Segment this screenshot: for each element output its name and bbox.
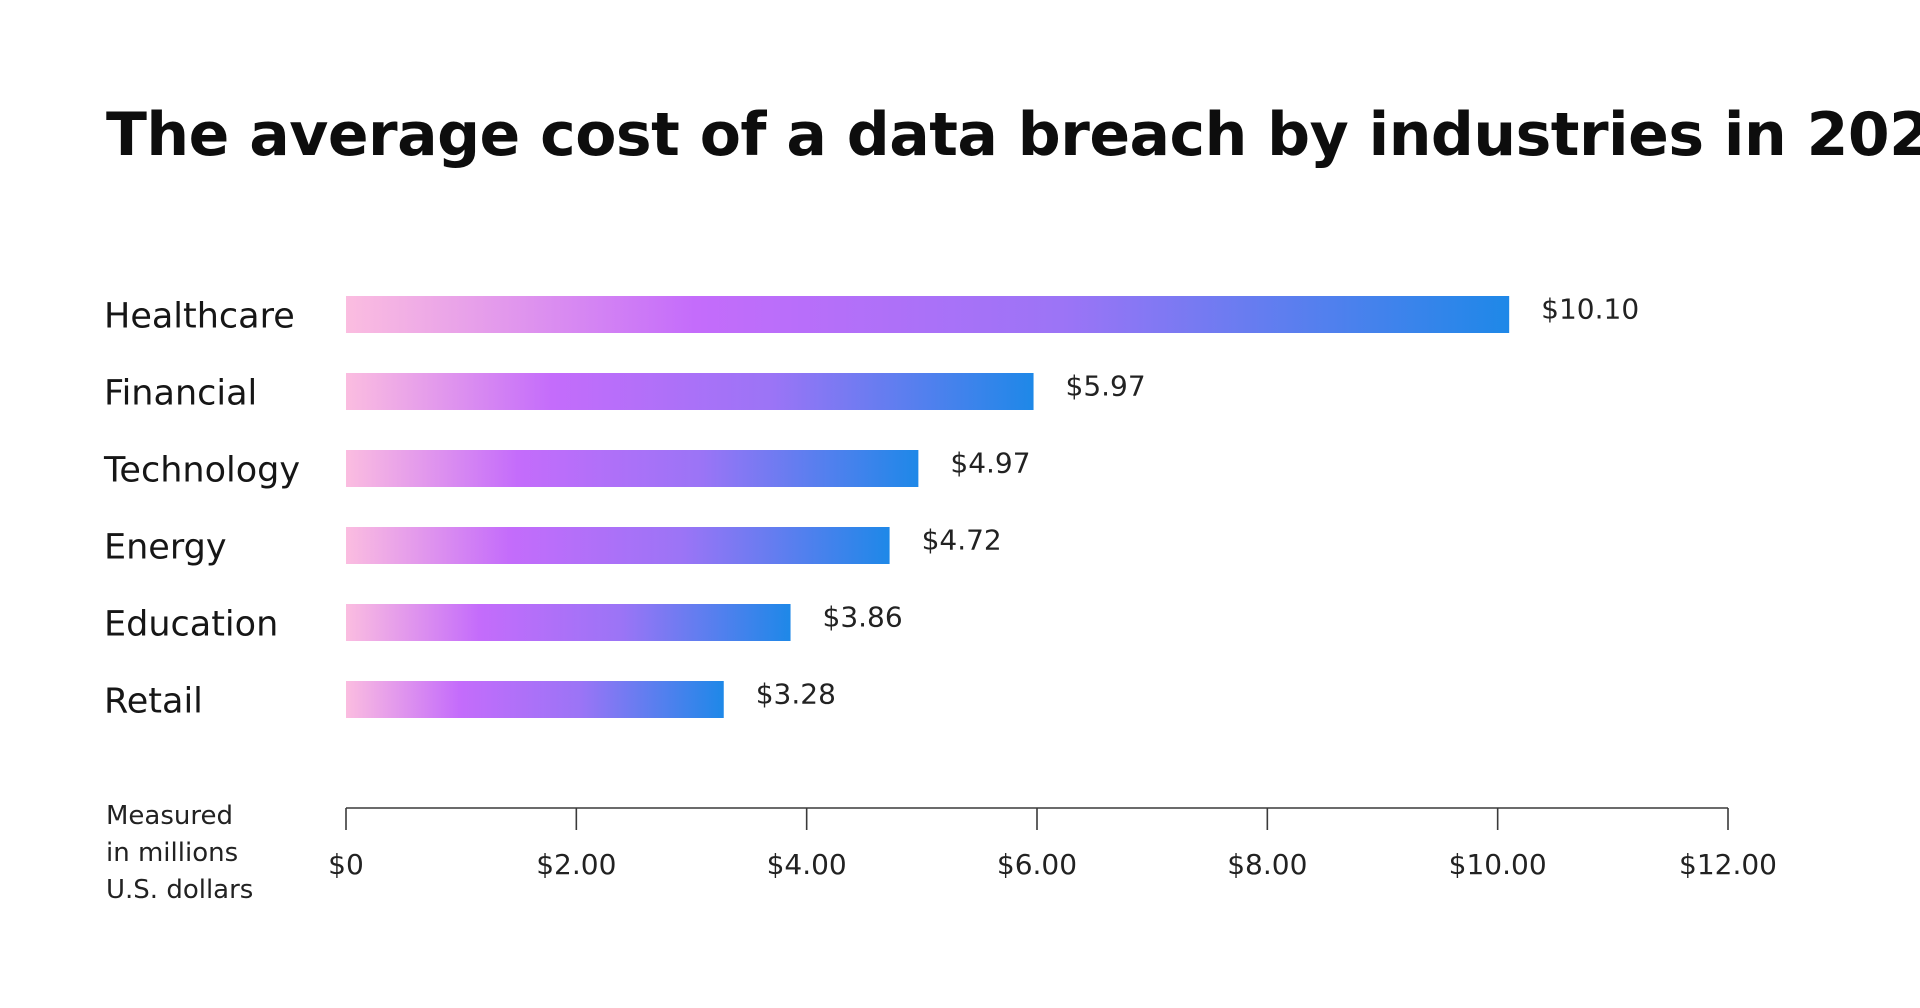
- x-tick-label: $0: [328, 848, 364, 881]
- bar-technology: [346, 450, 919, 487]
- category-label: Energy: [104, 528, 227, 568]
- category-label: Healthcare: [104, 297, 295, 337]
- category-label: Financial: [104, 374, 257, 414]
- category-label: Retail: [104, 682, 203, 722]
- value-label: $3.86: [823, 601, 903, 634]
- bar-education: [346, 604, 791, 641]
- x-tick-label: $4.00: [767, 848, 847, 881]
- axis-unit-note: Measured in millions U.S. dollars: [106, 798, 253, 909]
- x-tick-label: $6.00: [997, 848, 1077, 881]
- x-axis: $0 $2.00 $4.00 $6.00 $8.00 $10.00 $12.00: [328, 807, 1777, 881]
- x-tick-label: $8.00: [1227, 848, 1307, 881]
- bars-layer: Healthcare $10.10 Financial $5.97 Technology…: [103, 293, 1639, 722]
- value-label: $4.97: [950, 447, 1030, 480]
- x-tick-label: $2.00: [536, 848, 616, 881]
- bar-energy: [346, 527, 890, 564]
- unit-note-line-2: in millions: [106, 838, 239, 868]
- value-label: $3.28: [756, 678, 836, 711]
- x-tick-label: $10.00: [1449, 848, 1547, 881]
- bar-healthcare: [346, 296, 1510, 333]
- unit-note-line-3: U.S. dollars: [106, 875, 254, 905]
- category-label: Education: [104, 605, 278, 645]
- bar-retail: [346, 681, 724, 718]
- value-label: $5.97: [1066, 370, 1146, 403]
- category-label: Technology: [103, 451, 300, 491]
- value-label: $10.10: [1541, 293, 1639, 326]
- bar-financial: [346, 373, 1034, 410]
- x-tick-label: $12.00: [1679, 848, 1777, 881]
- chart-title: The average cost of a data breach by ind…: [106, 100, 1920, 170]
- unit-note-line-1: Measured: [106, 801, 234, 831]
- value-label: $4.72: [922, 524, 1002, 557]
